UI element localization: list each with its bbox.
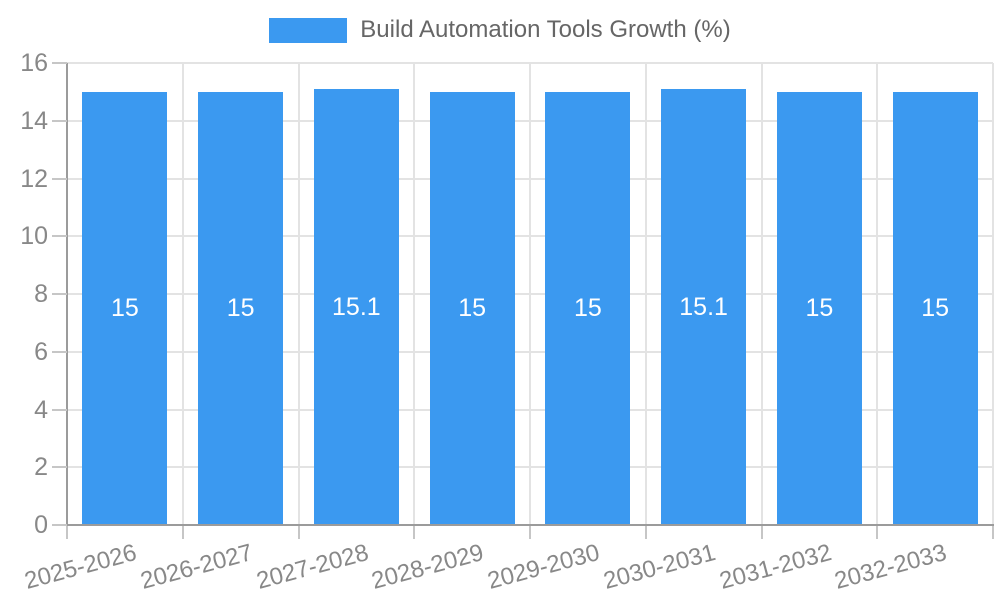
y-tick-label: 14 [20, 106, 48, 135]
x-axis-tick [529, 526, 531, 539]
x-tick-label: 2027-2028 [253, 539, 372, 595]
x-axis-tick [297, 526, 300, 539]
vertical-gridline [644, 63, 647, 525]
y-axis-tick [52, 350, 67, 353]
x-tick-label: 2032-2033 [831, 539, 950, 595]
bar[interactable] [776, 91, 862, 525]
vertical-gridline [529, 63, 531, 525]
bar[interactable] [82, 91, 168, 525]
vertical-gridline [181, 63, 184, 525]
x-axis-tick [876, 526, 879, 539]
y-axis-tick [52, 119, 67, 122]
x-axis-line [66, 524, 994, 526]
y-tick-label: 16 [20, 49, 48, 77]
bar[interactable] [198, 91, 284, 525]
y-tick-label: 0 [34, 511, 48, 539]
vertical-gridline [297, 63, 300, 525]
y-tick-label: 12 [20, 164, 48, 193]
legend[interactable]: Build Automation Tools Growth (%) [0, 14, 1000, 46]
bar[interactable] [892, 91, 978, 525]
y-axis-tick [52, 524, 67, 526]
y-tick-label: 4 [34, 395, 48, 424]
y-axis-tick [52, 408, 67, 411]
bar[interactable] [429, 91, 515, 525]
x-axis-tick [992, 526, 994, 539]
legend-swatch[interactable] [269, 17, 348, 43]
y-tick-label: 2 [34, 453, 48, 482]
y-axis-tick [52, 177, 67, 180]
x-axis-tick [644, 526, 647, 539]
y-tick-label: 6 [34, 337, 48, 366]
bar[interactable] [313, 88, 399, 525]
bar[interactable] [661, 88, 747, 525]
vertical-gridline [413, 63, 416, 525]
x-tick-label: 2025-2026 [21, 539, 140, 595]
x-axis-tick [760, 526, 763, 539]
x-axis-tick [181, 526, 184, 539]
x-axis-tick [413, 526, 416, 539]
x-axis-tick [66, 526, 68, 539]
x-tick-label: 2026-2027 [137, 539, 256, 595]
y-axis-line [66, 63, 68, 526]
x-tick-label: 2031-2032 [716, 539, 835, 595]
y-axis-tick [52, 62, 67, 64]
x-tick-label: 2028-2029 [368, 539, 487, 595]
y-axis-tick [52, 293, 67, 295]
legend-label[interactable]: Build Automation Tools Growth (%) [360, 16, 731, 43]
y-axis-tick [52, 466, 67, 469]
y-tick-label: 10 [20, 222, 48, 251]
vertical-gridline [992, 63, 994, 525]
vertical-gridline [876, 63, 879, 525]
x-tick-label: 2029-2030 [484, 539, 603, 595]
y-axis-tick [52, 235, 67, 238]
y-tick-label: 8 [34, 280, 48, 308]
x-tick-label: 2030-2031 [600, 539, 719, 595]
vertical-gridline [760, 63, 763, 525]
bar[interactable] [545, 91, 631, 525]
